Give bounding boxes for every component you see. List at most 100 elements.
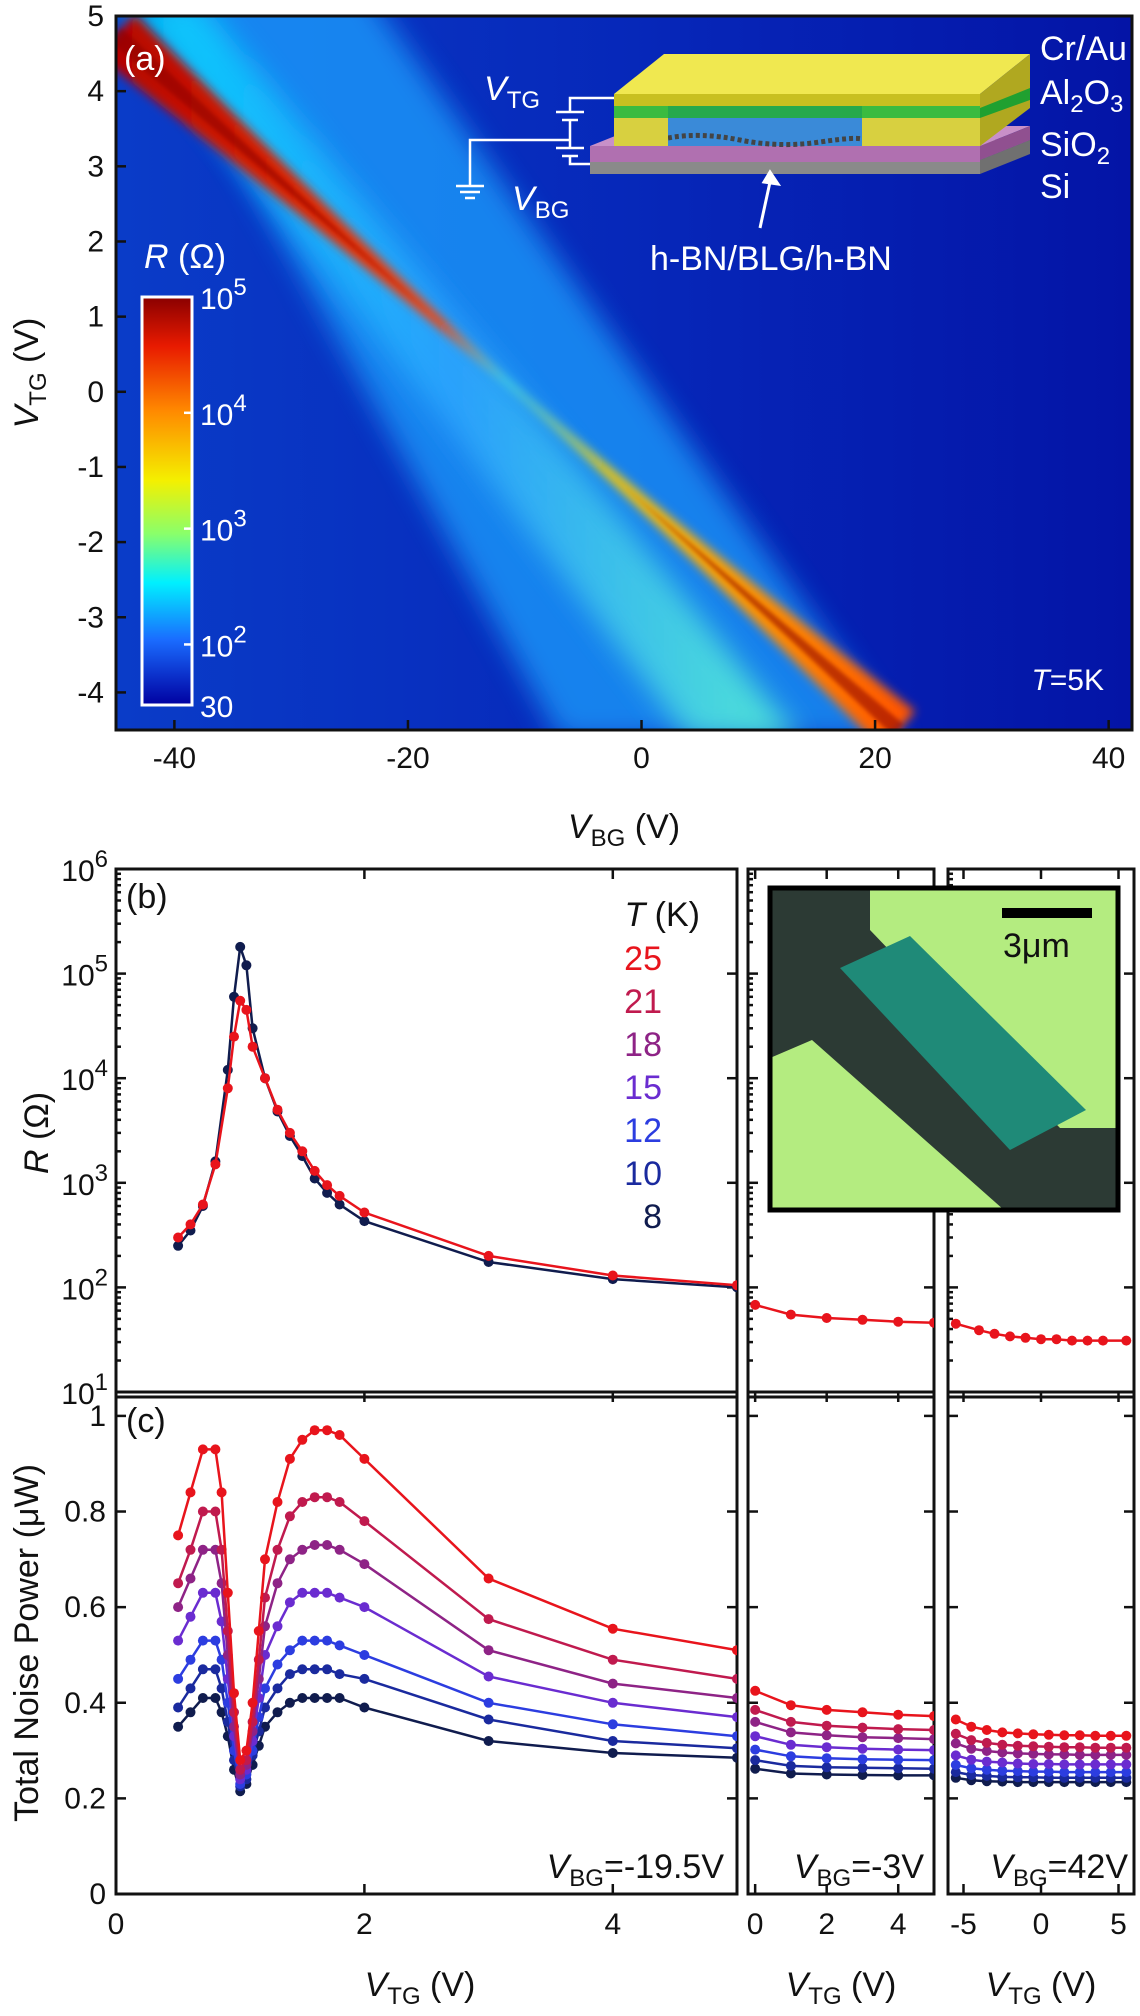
panel-c1-series-18K-point-14 — [297, 1544, 308, 1555]
panel-c1-series-25K-point-5 — [222, 1587, 233, 1598]
panel-c2-series-21K-point-5 — [929, 1725, 934, 1735]
panel-c3-series-12K-point-7 — [1059, 1767, 1070, 1778]
panel-c1-series-18K-point-18 — [359, 1559, 370, 1570]
panel-c-y-tick-label-5: 1 — [89, 1400, 106, 1433]
panel-c1-series-18K-point-15 — [309, 1540, 320, 1550]
panel-b-label: (b) — [126, 878, 168, 916]
panel-c3-series-18K-point-4 — [1012, 1748, 1023, 1759]
panel-c1-series-10K-point-4 — [216, 1683, 227, 1694]
panel-c2-series-18K-point-3 — [857, 1732, 868, 1743]
panel-c2-series-25K-point-3 — [857, 1707, 868, 1718]
panel-c3-series-15K-point-6 — [1043, 1759, 1054, 1769]
panel-b3-series-25K-point-10 — [1121, 1335, 1132, 1346]
panel-c1-series-25K-point-10 — [253, 1626, 264, 1636]
heatmap-y-tick-label-7: 3 — [87, 150, 104, 183]
panel-c3-series-12K-point-5 — [1028, 1766, 1039, 1777]
panel-c1-x-tick-label-2: 4 — [604, 1908, 621, 1941]
colorbar-ticks: 105 104 103 102 30 — [184, 274, 247, 724]
panel-c1-series-18K-point-12 — [272, 1578, 283, 1589]
panel-c1-series-21K-point-6 — [229, 1707, 239, 1718]
panel-b3-series-25K-point-5 — [1036, 1334, 1046, 1345]
panel-c2-series-10K-point-2 — [821, 1762, 832, 1773]
panel-c1-series-10K-point-14 — [297, 1664, 308, 1675]
panel-c2-series-8K-point-4 — [893, 1770, 904, 1781]
panel-b-y-tick-label-5: 106 — [61, 846, 108, 888]
si-layer-side — [980, 140, 1030, 174]
colorbar-tick-label-1: 104 — [200, 390, 247, 432]
panel-c1-series-21K-point-7 — [235, 1764, 246, 1775]
panel-c-label: (c) — [126, 1402, 166, 1440]
x-axis-label-3: VTG (V) — [986, 1966, 1097, 2010]
panel-c3-series-15K-point-10 — [1105, 1759, 1116, 1770]
panel-c3-series-15K-point-1 — [966, 1754, 977, 1765]
panel-b1-series-25K-point-19 — [732, 1280, 737, 1291]
panel-c1-series-15K-point-17 — [334, 1592, 345, 1603]
panel-c2-series-18K-point-5 — [929, 1734, 934, 1745]
panel-b1-series-25K-point-18 — [607, 1270, 618, 1281]
panel-b-y-tick-label-4: 105 — [61, 951, 108, 993]
panel-c1-series — [173, 1425, 737, 1797]
panel-c1-frame — [114, 1390, 739, 1896]
micrograph-border — [767, 885, 1121, 1213]
panel-c1-series-25K-point-16 — [322, 1425, 333, 1436]
panel-c3-series-21K-point-0 — [950, 1728, 961, 1739]
panel-c1-series-21K-point-13 — [284, 1511, 295, 1522]
panel-c3-series-15K-point-8 — [1074, 1759, 1085, 1770]
panel-c2-series — [750, 1685, 934, 1781]
panel-c3-series — [950, 1714, 1132, 1788]
heatmap-y-axis-label: VTG (V) — [8, 318, 52, 429]
panel-c3-series-18K-point-10 — [1105, 1749, 1116, 1760]
scale-bar-label: 3μm — [1003, 927, 1070, 965]
panel-c2-series-8K-point-0 — [750, 1763, 761, 1774]
panel-c3-series-18K-point-6 — [1043, 1749, 1054, 1760]
panel-c2-series-18K-line — [754, 1720, 934, 1741]
panel-c1-series-8K-point-14 — [297, 1693, 308, 1703]
heatmap-y-ticks: -4 -3 -2 -1 0 1 2 3 4 5 — [77, 0, 126, 709]
colorbar-title: R (Ω) — [144, 238, 226, 276]
panel-c1-series-8K-point-15 — [309, 1693, 320, 1703]
panel-c3-series-25K-point-1 — [966, 1721, 977, 1732]
panel-c3-series-21K-point-8 — [1074, 1742, 1085, 1753]
panel-c1-series-12K-point-2 — [197, 1635, 208, 1646]
panel-c1-series-21K-point-17 — [334, 1497, 345, 1507]
micrograph-flake — [840, 936, 1086, 1150]
micrograph-contact-bottom-left — [770, 1040, 1004, 1210]
panel-c1-series-25K-point-19 — [483, 1573, 494, 1584]
panel-c2-series-10K-line — [754, 1758, 934, 1770]
panel-c1-series-10K-point-2 — [197, 1664, 208, 1675]
inset-stack-label: h-BN/BLG/h-BN — [650, 240, 892, 278]
panel-c1-series-21K-point-12 — [272, 1544, 283, 1555]
panel-c1-series-12K-point-1 — [185, 1654, 196, 1665]
panel-c1-series-18K-point-17 — [334, 1544, 345, 1555]
heatmap-x-tick-label-3: 20 — [858, 742, 891, 775]
panel-b3-series-25K-point-7 — [1067, 1335, 1077, 1346]
heatmap-panel-a: -40 -20 0 20 40 -4 -3 -2 -1 0 1 2 3 4 5 (a) T=5K R (Ω… — [8, 0, 1134, 852]
device-schematic-inset: VTG VBG Cr/Au Al2O3 SiO2 Si h-BN/BLG/h-B… — [456, 30, 1127, 278]
panel-c2-series-18K-point-2 — [821, 1730, 832, 1741]
panel-c1-series-21K-point-20 — [607, 1654, 618, 1665]
panel-b2-series — [750, 1299, 934, 1328]
panel-c3-series-18K-point-7 — [1059, 1749, 1070, 1760]
panel-c2-x-tick-label-0: 0 — [747, 1908, 764, 1941]
panel-b2-series-25K-line — [754, 1303, 934, 1324]
panel-c1-series-15K-point-13 — [284, 1597, 295, 1608]
panel-c2-series-12K-point-2 — [821, 1753, 832, 1764]
panel-c2-series-15K-point-0 — [750, 1731, 761, 1742]
panel-c2-series-25K-point-1 — [785, 1700, 796, 1711]
inset-crau-label: Cr/Au — [1040, 30, 1127, 68]
panel-b1-series-25K-point-6 — [235, 995, 246, 1006]
panel-c1-series-8K-point-2 — [197, 1693, 208, 1703]
panel-c1-series-25K-point-1 — [185, 1487, 196, 1498]
panel-c3-series-18K-point-2 — [981, 1746, 992, 1756]
colorbar-tick-label-0: 105 — [200, 274, 247, 316]
panel-c3-series-15K-point-0 — [950, 1750, 961, 1761]
panel-b3-series-25K-point-1 — [974, 1325, 984, 1336]
panel-c1-series-12K-point-19 — [483, 1697, 494, 1708]
vbg-label-3: VBG=42V — [990, 1848, 1128, 1892]
panel-c2-series-25K-point-2 — [821, 1704, 832, 1715]
panel-c1-series-12K-point-16 — [322, 1635, 333, 1646]
panel-c1-series-18K-point-1 — [185, 1573, 196, 1584]
panel-c3-series-21K-point-5 — [1028, 1741, 1039, 1752]
micrograph-inset: 3μm — [767, 885, 1121, 1213]
heatmap-x-tick-label-1: -20 — [386, 742, 429, 775]
